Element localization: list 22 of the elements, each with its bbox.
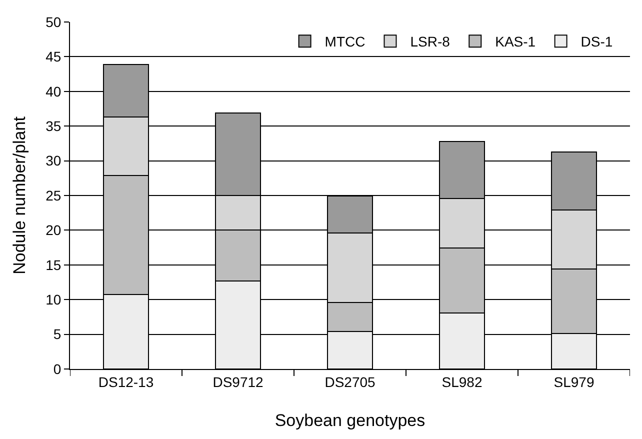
x-axis-title: Soybean genotypes xyxy=(274,411,426,430)
y-tick-label: 5 xyxy=(53,326,62,342)
y-tick-label: 25 xyxy=(46,187,62,204)
y-tick-label: 50 xyxy=(46,14,62,30)
y-tick-label: 15 xyxy=(46,256,62,273)
y-tick-label: 45 xyxy=(46,48,62,65)
x-tick-label: DS12-13 xyxy=(98,374,154,390)
x-tick-label: DS9712 xyxy=(212,374,264,390)
legend-label: MTCC xyxy=(324,34,366,50)
y-tick-label: 0 xyxy=(53,360,62,377)
y-axis-title: Nodule number/plant xyxy=(10,116,30,274)
legend-label: LSR-8 xyxy=(410,34,450,50)
x-tick-label: SL979 xyxy=(554,374,594,390)
y-tick-label: 40 xyxy=(46,83,62,100)
x-tick-label: SL982 xyxy=(442,374,482,390)
y-tick-label: 10 xyxy=(46,292,62,308)
y-tick-label: 30 xyxy=(46,152,62,169)
x-tick-label: DS2705 xyxy=(324,374,376,390)
y-tick-label: 20 xyxy=(46,222,62,238)
legend-label: KAS-1 xyxy=(495,34,536,50)
y-tick-label: 35 xyxy=(46,118,62,134)
legend-label: DS-1 xyxy=(580,34,613,50)
